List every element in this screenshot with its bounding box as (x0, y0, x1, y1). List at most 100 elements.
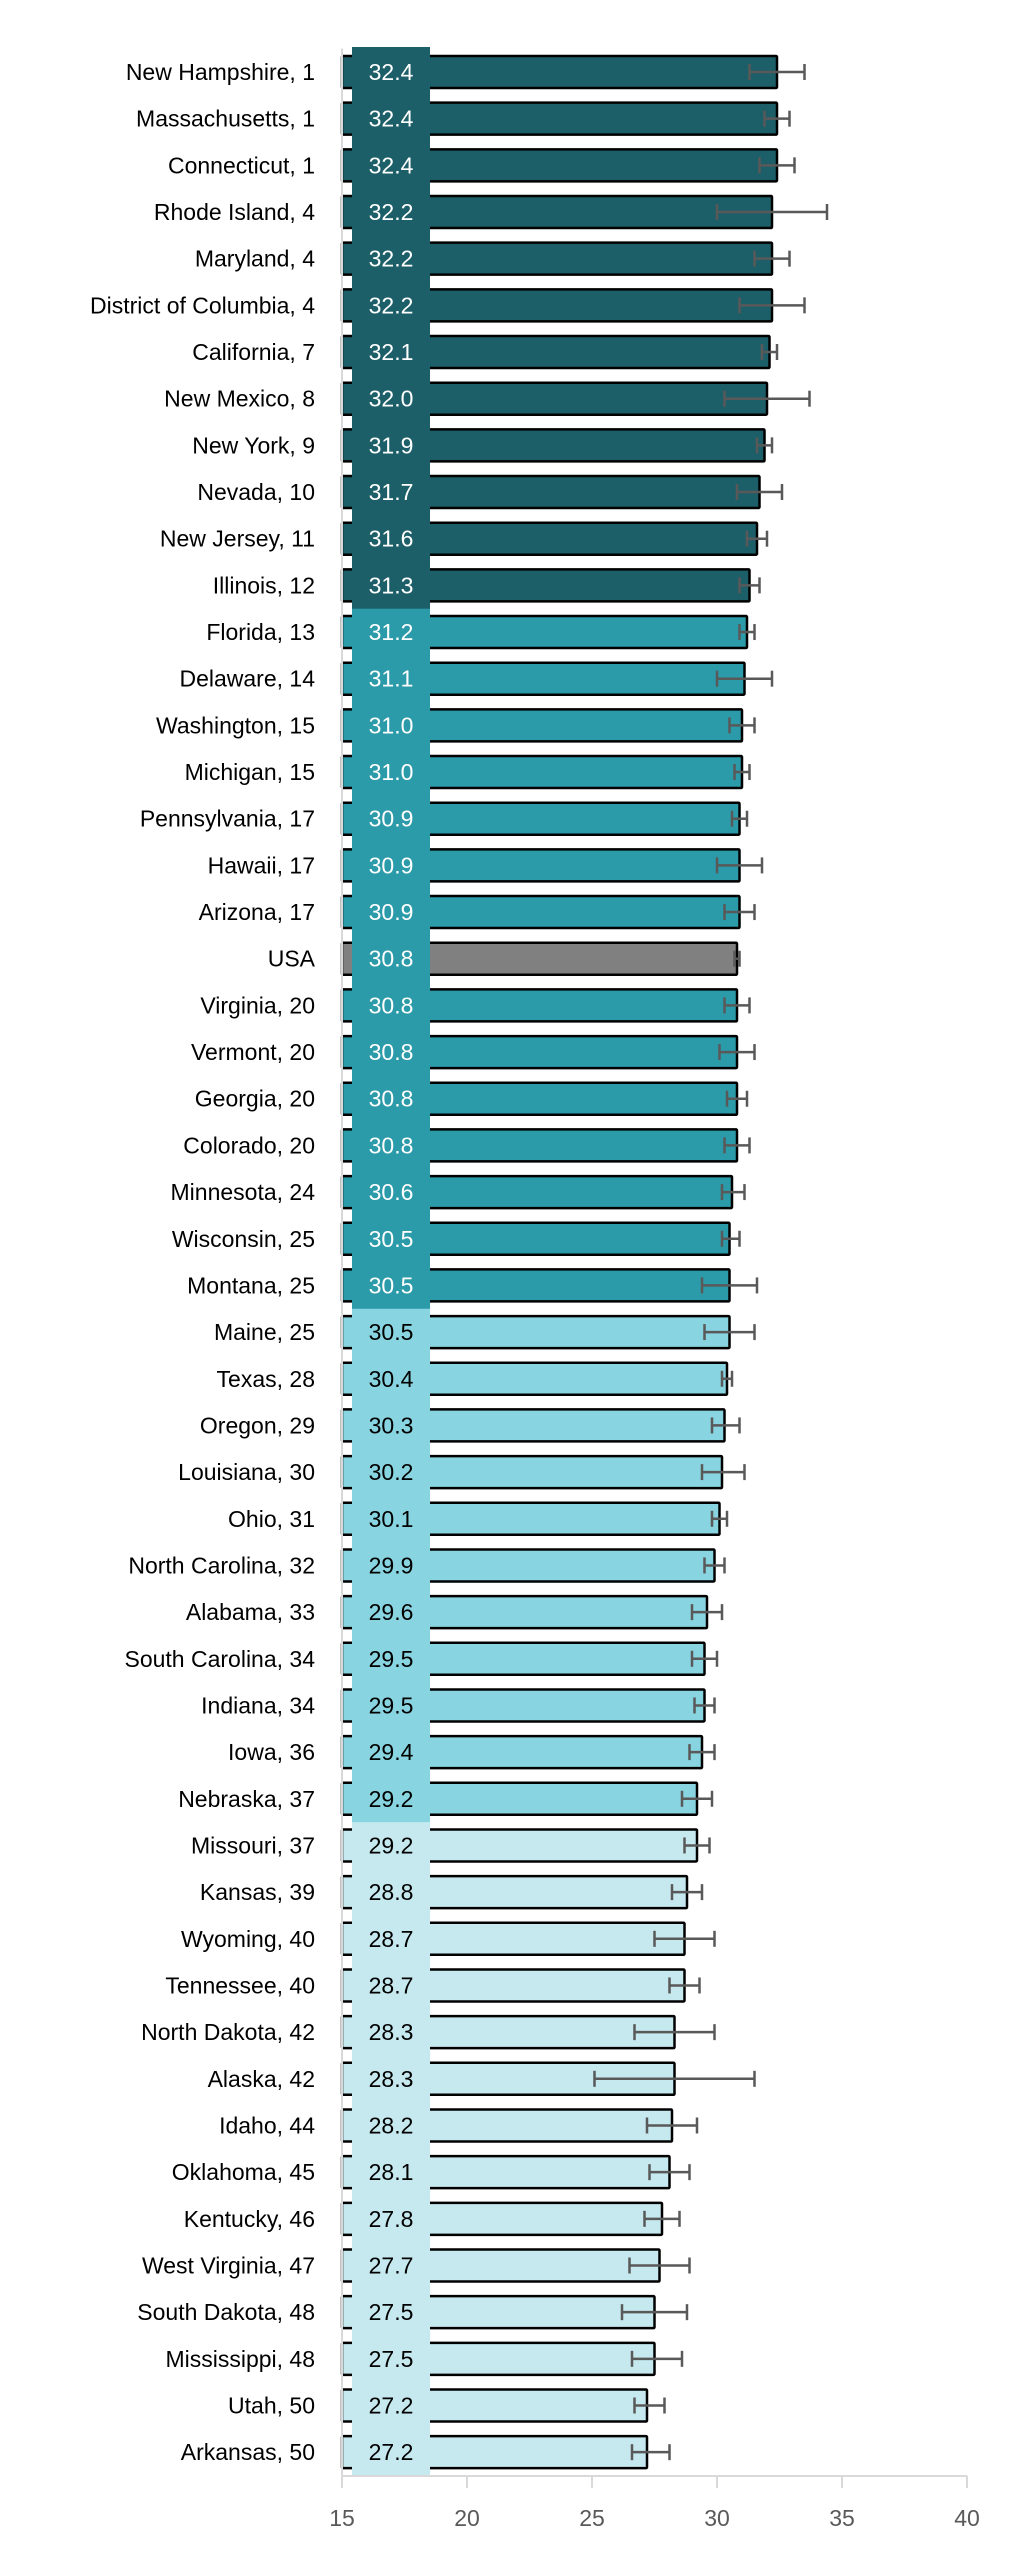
category-label: Colorado, 20 (183, 1132, 315, 1158)
band-segment (352, 142, 430, 190)
band-segment (352, 748, 430, 796)
band-segment (352, 1728, 430, 1776)
bar-row: Tennessee, 40 (165, 1968, 701, 2003)
bar-row: Missouri, 37 (191, 1828, 711, 1863)
bar-row: Colorado, 20 (183, 1128, 751, 1163)
band-segment (352, 1168, 430, 1216)
band-segment (352, 188, 430, 236)
data-label: 27.7 (369, 2252, 414, 2278)
category-label: California, 7 (192, 339, 315, 365)
data-label: 32.0 (369, 386, 414, 412)
band-segment (352, 95, 430, 143)
category-label: Washington, 15 (156, 712, 315, 738)
bar-row: Pennsylvania, 17 (140, 801, 749, 836)
data-label: 27.8 (369, 2206, 414, 2232)
band-segment (352, 422, 430, 470)
bar-row: Massachusetts, 1 (136, 101, 791, 136)
data-label: 30.1 (369, 1506, 414, 1532)
bar-row: Maine, 25 (214, 1314, 756, 1350)
bar-row: Alabama, 33 (186, 1594, 724, 1630)
category-label: New Hampshire, 1 (126, 59, 315, 85)
bar-row: New Mexico, 8 (164, 381, 811, 416)
bar-row: Kentucky, 46 (184, 2201, 681, 2237)
data-label: 29.4 (369, 1739, 414, 1765)
band-segment (352, 982, 430, 1030)
data-label: 31.9 (369, 432, 414, 458)
bar-row: Arizona, 17 (199, 894, 756, 930)
category-label: Maryland, 4 (195, 246, 315, 272)
category-label: Oregon, 29 (200, 1412, 315, 1438)
data-label: 30.9 (369, 806, 414, 832)
category-label: Hawaii, 17 (208, 852, 315, 878)
band-segment (352, 1028, 430, 1076)
category-label: Indiana, 34 (201, 1692, 315, 1718)
category-label: North Dakota, 42 (141, 2019, 315, 2045)
bar-row: Louisiana, 30 (178, 1454, 746, 1490)
category-label: Mississippi, 48 (165, 2346, 315, 2372)
category-label: Rhode Island, 4 (154, 199, 315, 225)
data-label: 31.0 (369, 712, 414, 738)
band-segment (352, 282, 430, 330)
x-axis: 15 20 25 30 35 40 (329, 48, 980, 2531)
x-tick-label: 40 (954, 2505, 980, 2531)
data-label: 32.2 (369, 199, 414, 225)
category-label: New Mexico, 8 (164, 386, 315, 412)
band-segment (352, 1822, 430, 1870)
category-label: North Carolina, 32 (128, 1552, 315, 1578)
category-label: Alaska, 42 (208, 2066, 315, 2092)
category-label: Florida, 13 (206, 619, 315, 645)
bar-row: Nebraska, 37 (178, 1781, 714, 1817)
bar-row: Wisconsin, 25 (172, 1221, 741, 1256)
data-label: 32.4 (369, 59, 414, 85)
bar-row: Oregon, 29 (200, 1408, 741, 1443)
band-segment (352, 2335, 430, 2383)
category-label: Georgia, 20 (195, 1086, 315, 1112)
category-label: Michigan, 15 (185, 759, 315, 785)
bar-row: Ohio, 31 (228, 1501, 729, 1537)
data-label: 32.2 (369, 246, 414, 272)
band-segment (352, 468, 430, 516)
category-label: Louisiana, 30 (178, 1459, 315, 1485)
bar-row: New York, 9 (192, 428, 774, 463)
category-label: Pennsylvania, 17 (140, 806, 315, 832)
data-label: 31.3 (369, 572, 414, 598)
data-label: 29.5 (369, 1646, 414, 1672)
band-segment (352, 608, 430, 656)
category-label: Maine, 25 (214, 1319, 315, 1345)
data-label: 29.2 (369, 1786, 414, 1812)
data-label: 31.7 (369, 479, 414, 505)
data-label: 29.5 (369, 1692, 414, 1718)
bar-row: Iowa, 36 (228, 1734, 716, 1770)
band-segment (352, 2055, 430, 2103)
bar-row: Oklahoma, 45 (172, 2154, 691, 2190)
category-label: Tennessee, 40 (165, 1972, 315, 1998)
x-tick-label: 25 (579, 2505, 605, 2531)
category-label: Texas, 28 (217, 1366, 315, 1392)
category-label: Utah, 50 (228, 2393, 315, 2419)
bar-row: Virginia, 20 (200, 988, 751, 1023)
band-segment (352, 1542, 430, 1590)
bar-row: South Carolina, 34 (124, 1641, 719, 1677)
data-label: 30.5 (369, 1272, 414, 1298)
band-segment (352, 1402, 430, 1450)
bar-row: Idaho, 44 (219, 2108, 699, 2143)
data-label: 30.2 (369, 1459, 414, 1485)
category-label: Delaware, 14 (179, 666, 315, 692)
band-segment (352, 2242, 430, 2290)
bar-row: Connecticut, 1 (168, 148, 796, 183)
bar-row: Illinois, 12 (213, 568, 761, 603)
value-labels: 32.4 32.4 32.4 32.2 32.2 32.2 32.1 32.0 31.9 31.7… (369, 59, 414, 2465)
band-segment (352, 2102, 430, 2150)
bars: New Hampshire, 1 Massachusetts, 1 Connecti… (90, 54, 829, 2470)
category-label: Connecticut, 1 (168, 152, 315, 178)
category-label: South Carolina, 34 (124, 1646, 315, 1672)
bar-row: Florida, 13 (206, 614, 756, 650)
data-label: 30.8 (369, 1086, 414, 1112)
category-label: Massachusetts, 1 (136, 106, 315, 132)
bar-row: New Hampshire, 1 (126, 54, 806, 90)
data-label: 31.6 (369, 526, 414, 552)
band-segment (352, 842, 430, 890)
data-label: 28.2 (369, 2112, 414, 2138)
band-segment (352, 1448, 430, 1496)
